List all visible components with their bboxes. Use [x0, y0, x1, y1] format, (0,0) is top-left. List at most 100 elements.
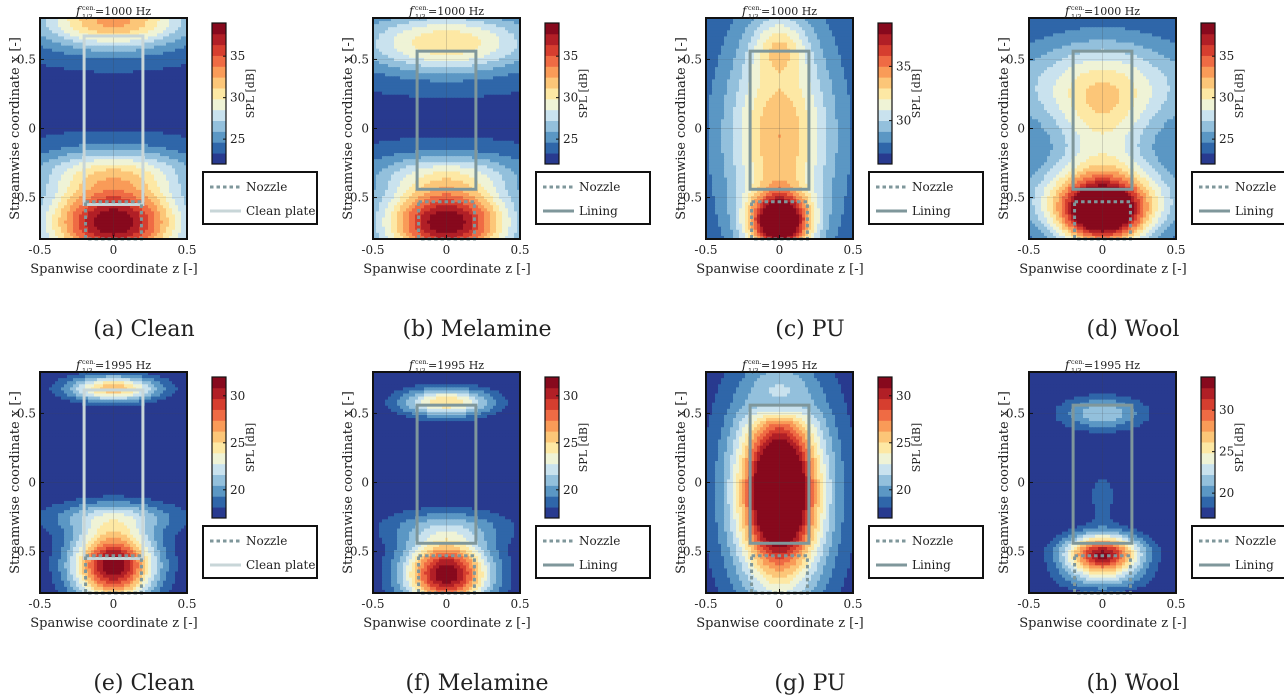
spl-cell — [88, 189, 92, 194]
spl-cell — [88, 229, 92, 234]
spl-cell — [136, 146, 140, 151]
spl-cell — [124, 180, 128, 185]
spl-cell — [64, 54, 68, 59]
spl-cell — [73, 48, 77, 53]
spl-cell — [175, 211, 179, 216]
spl-cell — [436, 100, 440, 105]
spl-cell — [430, 94, 434, 99]
spl-cell — [55, 137, 59, 142]
spl-cell — [94, 107, 98, 111]
spl-cell — [61, 67, 65, 71]
spl-cell — [49, 60, 53, 65]
spl-cell — [478, 27, 482, 31]
spl-cell — [88, 143, 92, 148]
spl-cell — [490, 36, 494, 41]
spl-cell — [61, 91, 65, 96]
spl-cell — [76, 168, 80, 173]
spl-cell — [157, 220, 161, 225]
colorbar-segment — [212, 23, 226, 35]
spl-cell — [184, 168, 187, 173]
spl-cell — [499, 21, 503, 25]
spl-cell — [127, 134, 131, 139]
spl-cell — [106, 186, 110, 191]
spl-cell — [124, 91, 128, 96]
spl-cell — [67, 116, 71, 120]
spl-cell — [403, 27, 407, 31]
spl-cell — [55, 192, 59, 197]
spl-cell — [172, 82, 176, 87]
spl-cell — [427, 51, 431, 56]
spl-cell — [157, 33, 161, 38]
spl-cell — [427, 76, 431, 80]
spl-cell — [136, 91, 140, 96]
spl-cell — [58, 149, 62, 154]
spl-cell — [121, 214, 125, 219]
spl-cell — [175, 91, 179, 96]
spl-cell — [70, 107, 74, 111]
spl-cell — [49, 88, 53, 93]
spl-cell — [391, 103, 395, 108]
spl-cell — [472, 94, 476, 99]
spl-cell — [145, 113, 149, 117]
spl-cell — [454, 64, 458, 68]
spl-cell — [508, 76, 512, 80]
spl-cell — [94, 88, 98, 93]
spl-cell — [172, 88, 176, 93]
spl-cell — [514, 91, 518, 96]
spl-cell — [139, 91, 143, 96]
spl-cell — [490, 85, 494, 90]
spl-cell — [508, 73, 512, 77]
spl-cell — [457, 60, 461, 65]
spl-cell — [58, 199, 62, 203]
spl-cell — [94, 229, 98, 234]
spl-cell — [496, 39, 500, 44]
spl-cell — [43, 162, 47, 166]
spl-cell — [148, 159, 152, 163]
spl-cell — [160, 64, 164, 68]
spl-cell — [439, 82, 443, 87]
spl-cell — [139, 54, 143, 59]
spl-cell — [169, 107, 173, 111]
spl-cell — [70, 146, 74, 151]
spl-cell — [157, 97, 161, 102]
spl-cell — [148, 24, 152, 28]
spl-cell — [130, 196, 134, 200]
spl-cell — [127, 223, 131, 228]
spl-cell — [70, 186, 74, 191]
spl-cell — [391, 60, 395, 65]
spl-cell — [97, 85, 101, 90]
spl-cell — [439, 85, 443, 90]
spl-cell — [133, 149, 137, 154]
spl-cell — [400, 79, 404, 84]
spl-cell — [181, 177, 185, 182]
spl-cell — [151, 79, 155, 84]
spl-cell — [463, 45, 467, 50]
spl-cell — [145, 149, 149, 154]
spl-cell — [58, 143, 62, 148]
spl-cell — [391, 57, 395, 62]
spl-cell — [130, 76, 134, 80]
spl-cell — [97, 122, 101, 127]
spl-cell — [49, 36, 53, 41]
spl-cell — [64, 116, 68, 120]
spl-cell — [73, 171, 77, 176]
spl-cell — [103, 146, 107, 151]
spl-cell — [505, 57, 509, 62]
spl-cell — [475, 33, 479, 38]
spl-cell — [505, 33, 509, 38]
spl-cell — [121, 211, 125, 216]
spl-cell — [502, 36, 506, 41]
spl-cell — [454, 33, 458, 38]
spl-cell — [64, 131, 68, 136]
spl-cell — [55, 232, 59, 237]
spl-cell — [469, 67, 473, 71]
spl-cell — [73, 199, 77, 203]
spl-cell — [379, 70, 383, 74]
spl-cell — [58, 113, 62, 117]
spl-cell — [121, 119, 125, 123]
spl-cell — [502, 70, 506, 74]
spl-cell — [43, 199, 47, 203]
spl-cell — [421, 103, 425, 108]
spl-cell — [184, 143, 187, 148]
spl-cell — [43, 214, 47, 219]
